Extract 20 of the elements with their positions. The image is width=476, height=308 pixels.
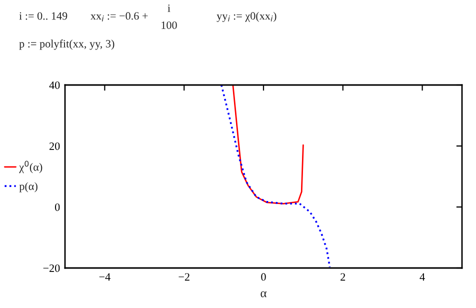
y-tick-label: 20 xyxy=(50,142,60,150)
text: p := polyfit(xx, yy, 3) xyxy=(19,40,114,50)
x-tick-label: −4 xyxy=(99,273,110,281)
x-axis-title: α xyxy=(260,291,266,298)
x-tick-label: 4 xyxy=(420,273,425,281)
text: i xyxy=(168,4,170,12)
y-tick-label: 0 xyxy=(55,203,60,211)
y-tick-label: 40 xyxy=(49,81,60,89)
x-tick-label: 0 xyxy=(261,273,266,281)
y-tick-label: −20 xyxy=(43,264,60,272)
line-series xyxy=(232,85,304,204)
x-tick-label: −2 xyxy=(178,273,190,281)
x-tick-label: 2 xyxy=(340,273,346,281)
text: xx$_{i}$ := −0.6 + xyxy=(90,12,148,22)
legend-label: χ$^{0}$(α) xyxy=(19,160,42,174)
legend-label: p(α) xyxy=(19,182,38,192)
line-series xyxy=(220,85,331,268)
text: 100 xyxy=(162,21,177,29)
text: i := 0.. 149 xyxy=(19,12,68,20)
text: yy$_{i}$ := χ0(xx$_{i}$) xyxy=(216,12,276,22)
